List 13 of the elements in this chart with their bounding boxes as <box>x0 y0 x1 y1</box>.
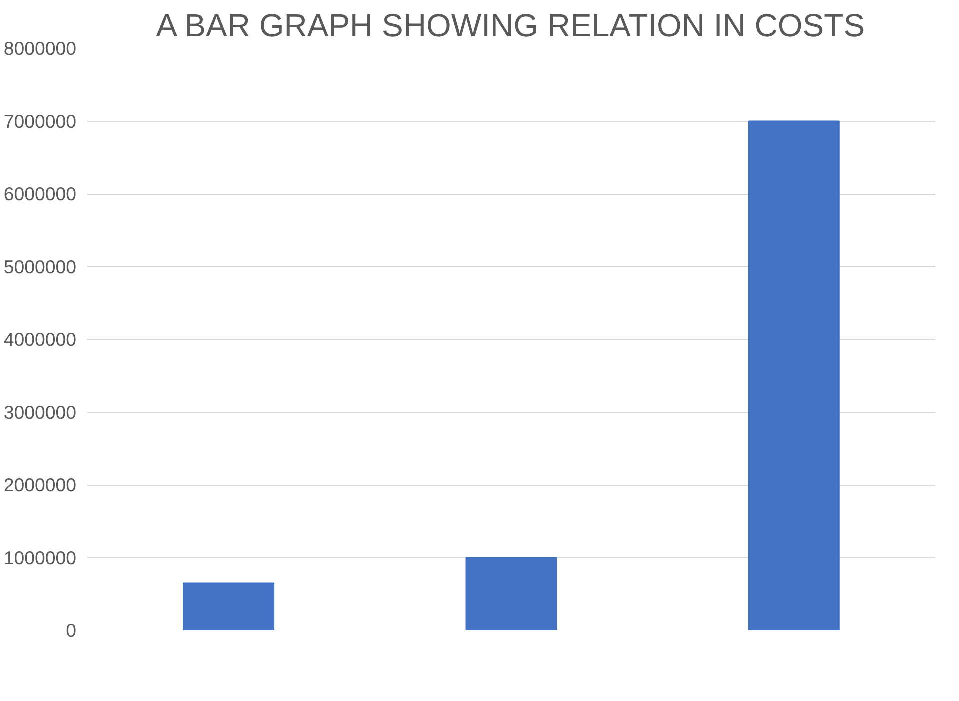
bar <box>466 557 558 630</box>
bar <box>748 120 840 630</box>
y-tick-label: 8000000 <box>4 38 77 59</box>
y-tick-label: 5000000 <box>4 256 77 278</box>
chart-title: A BAR GRAPH SHOWING RELATION IN COSTS <box>156 8 866 44</box>
y-tick-label: 6000000 <box>4 184 77 204</box>
y-tick-label: 0 <box>66 620 77 641</box>
y-tick-label: 1000000 <box>4 547 77 568</box>
bar <box>183 582 275 630</box>
y-tick-label: 2000000 <box>4 474 77 496</box>
y-tick-label: 7000000 <box>4 110 77 132</box>
y-tick-label: 3000000 <box>4 402 77 423</box>
y-tick-label: 4000000 <box>4 329 77 350</box>
